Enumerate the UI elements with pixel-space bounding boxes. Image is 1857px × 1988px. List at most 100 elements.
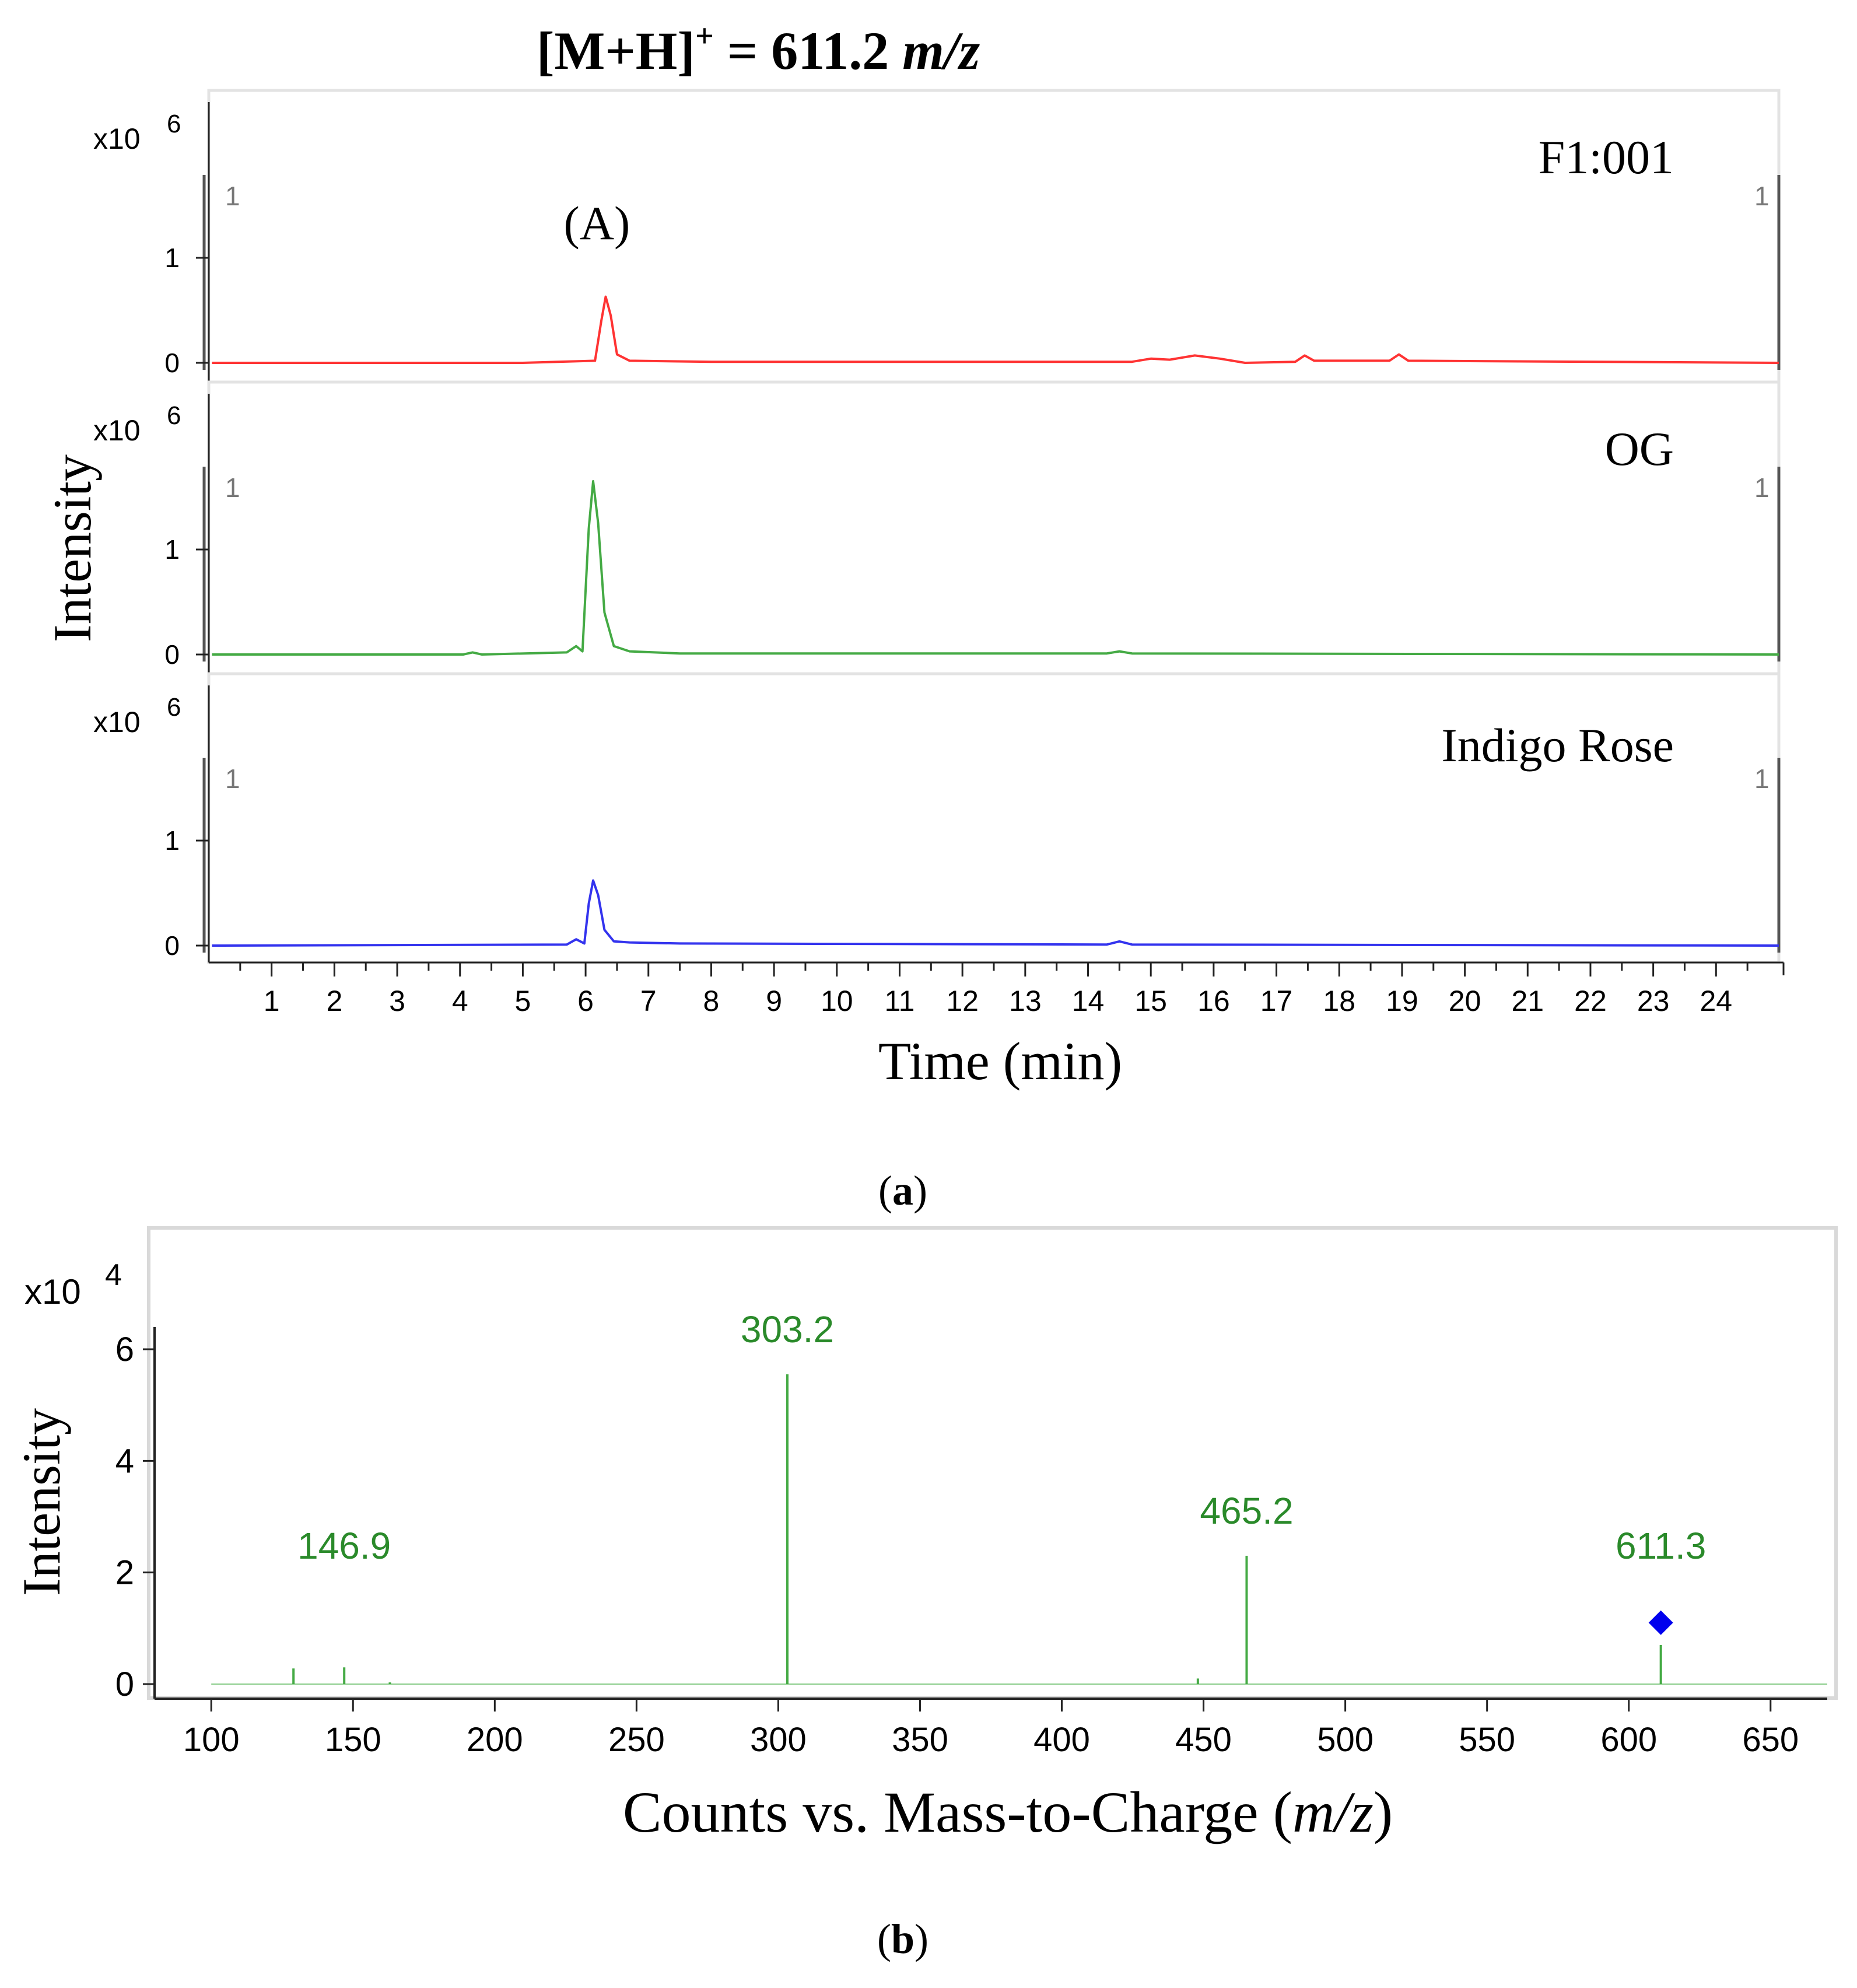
spectrum-x-tick-label: 300 bbox=[750, 1721, 807, 1759]
spectrum-peaks: 146.9 303.2 465.2 611.3 bbox=[292, 1308, 1706, 1684]
title-superscript: + bbox=[695, 18, 714, 54]
time-tick-label: 4 bbox=[452, 985, 468, 1017]
spectrum-x-tick-label: 100 bbox=[183, 1721, 240, 1759]
precursor-marker bbox=[1648, 1610, 1673, 1635]
time-tick-label: 8 bbox=[703, 985, 720, 1017]
panel-b-caption: (b) bbox=[877, 1916, 928, 1962]
peak-label: 146.9 bbox=[297, 1525, 391, 1567]
range-marker-left: 1 bbox=[225, 473, 240, 503]
chromatogram-trace bbox=[212, 295, 1779, 364]
spectrum-y-multiplier: x10 bbox=[24, 1272, 81, 1311]
spectrum-x-tick-label: 600 bbox=[1600, 1721, 1657, 1759]
y-exponent: 6 bbox=[167, 693, 181, 722]
time-tick-label: 12 bbox=[946, 985, 979, 1017]
chromatogram-track: 1 1 0 1 x10 6 Indigo Rose bbox=[93, 672, 1781, 964]
spectrum-x-label-close: ) bbox=[1374, 1780, 1393, 1845]
series-name: OG bbox=[1605, 422, 1674, 475]
time-axis: 1 2 3 4 5 6 7 8 9 10 11 12 13 14 15 16 17 18 19 20 21 22 23 24 bbox=[209, 961, 1785, 1017]
spectrum-y-tick-label: 4 bbox=[115, 1442, 134, 1480]
y-exponent: 6 bbox=[167, 401, 181, 430]
chromatogram-trace bbox=[212, 879, 1779, 947]
y-tick-label: 0 bbox=[164, 348, 180, 378]
time-tick-label: 10 bbox=[821, 985, 853, 1017]
time-tick-label: 16 bbox=[1197, 985, 1230, 1017]
spectrum-x-label-unit: m/z bbox=[1292, 1780, 1374, 1845]
peak-label: 465.2 bbox=[1200, 1490, 1293, 1532]
spectrum-x-label-text: Counts vs. Mass-to-Charge ( bbox=[623, 1780, 1292, 1845]
time-tick-label: 14 bbox=[1072, 985, 1105, 1017]
panel-b-letter: b bbox=[891, 1916, 915, 1962]
spectrum-y-tick-label: 6 bbox=[115, 1331, 134, 1368]
time-tick-label: 2 bbox=[326, 985, 342, 1017]
peak-label: 303.2 bbox=[741, 1308, 834, 1350]
figure-title: [M+H]+ = 611.2 m/z bbox=[537, 18, 980, 80]
chromatogram-track: 1 1 0 1 x10 6 F1:001 (A) bbox=[93, 89, 1781, 384]
y-exponent: 6 bbox=[167, 110, 181, 138]
spectrum-frame bbox=[147, 1226, 1838, 1700]
chromatogram-trace bbox=[212, 480, 1779, 656]
y-tick-label: 1 bbox=[164, 243, 180, 273]
time-tick-label: 7 bbox=[640, 985, 657, 1017]
range-marker-left: 1 bbox=[225, 764, 240, 794]
time-tick-label: 22 bbox=[1574, 985, 1607, 1017]
series-name: F1:001 bbox=[1539, 131, 1674, 184]
spectrum-y-tick-label: 2 bbox=[115, 1554, 134, 1592]
time-tick-label: 11 bbox=[885, 985, 915, 1017]
y-multiplier: x10 bbox=[93, 706, 141, 738]
mass-spectrum-panel: 0 2 4 6 100 150 200 250 300 350 400 450 500 550 600 650… bbox=[12, 1226, 1838, 1845]
y-tick-label: 1 bbox=[164, 825, 180, 856]
panel-a-caption: (a) bbox=[878, 1167, 927, 1214]
series-name: Indigo Rose bbox=[1441, 719, 1674, 772]
y-tick-label: 1 bbox=[164, 534, 180, 565]
time-tick-label: 19 bbox=[1386, 985, 1418, 1017]
track-frame bbox=[207, 672, 1781, 964]
time-tick-label: 15 bbox=[1134, 985, 1167, 1017]
spectrum-y-axis-label: Intensity bbox=[12, 1408, 71, 1596]
spectrum-x-tick-label: 550 bbox=[1459, 1721, 1515, 1759]
range-marker-right: 1 bbox=[1754, 764, 1770, 794]
spectrum-y-tick-label: 0 bbox=[115, 1665, 134, 1703]
time-tick-label: 6 bbox=[577, 985, 594, 1017]
y-tick-label: 0 bbox=[164, 639, 180, 670]
title-unit: m/z bbox=[902, 21, 980, 80]
peak-label: 611.3 bbox=[1616, 1525, 1706, 1567]
title-equation: = 611.2 bbox=[714, 21, 902, 80]
spectrum-y-exponent: 4 bbox=[105, 1258, 122, 1292]
range-marker-right: 1 bbox=[1754, 181, 1770, 211]
time-tick-label: 18 bbox=[1323, 985, 1355, 1017]
y-tick-label: 0 bbox=[164, 930, 180, 961]
title-main: [M+H] bbox=[537, 21, 695, 80]
spectrum-x-tick-label: 450 bbox=[1175, 1721, 1232, 1759]
panel-a-letter: a bbox=[892, 1167, 913, 1214]
time-tick-label: 17 bbox=[1260, 985, 1293, 1017]
spectrum-x-tick-label: 250 bbox=[608, 1721, 665, 1759]
time-tick-label: 5 bbox=[514, 985, 531, 1017]
spectrum-x-tick-label: 350 bbox=[892, 1721, 948, 1759]
range-marker-left: 1 bbox=[225, 181, 240, 211]
time-tick-label: 9 bbox=[766, 985, 782, 1017]
time-tick-label: 24 bbox=[1700, 985, 1733, 1017]
spectrum-x-axis-label: Counts vs. Mass-to-Charge (m/z) bbox=[623, 1780, 1393, 1845]
chromatogram-track: 1 1 0 1 x10 6 OG bbox=[93, 380, 1781, 676]
time-tick-label: 21 bbox=[1511, 985, 1544, 1017]
y-multiplier: x10 bbox=[93, 123, 141, 155]
time-tick-label: 13 bbox=[1009, 985, 1042, 1017]
chromatogram-tracks: 1 1 0 1 x10 6 F1:001 (A) 1 1 0 1 x10 6 OG 1 1 0 1 x10 6 Indig… bbox=[93, 89, 1781, 964]
time-tick-label: 23 bbox=[1637, 985, 1670, 1017]
chromatogram-y-axis-label: Intensity bbox=[43, 454, 102, 642]
spectrum-x-tick-label: 650 bbox=[1742, 1721, 1799, 1759]
chromatogram-x-axis-label: Time (min) bbox=[878, 1031, 1122, 1091]
track-frame bbox=[207, 380, 1781, 676]
spectrum-x-tick-label: 150 bbox=[325, 1721, 381, 1759]
time-tick-label: 1 bbox=[264, 985, 280, 1017]
spectrum-x-tick-label: 400 bbox=[1033, 1721, 1090, 1759]
spectrum-axes: 0 2 4 6 100 150 200 250 300 350 400 450 500 550 600 650… bbox=[24, 1258, 1827, 1759]
range-marker-right: 1 bbox=[1754, 473, 1770, 503]
y-multiplier: x10 bbox=[93, 414, 141, 447]
time-tick-label: 3 bbox=[389, 985, 405, 1017]
spectrum-x-tick-label: 200 bbox=[467, 1721, 523, 1759]
spectrum-x-tick-label: 500 bbox=[1317, 1721, 1374, 1759]
peak-annotation: (A) bbox=[564, 197, 630, 250]
